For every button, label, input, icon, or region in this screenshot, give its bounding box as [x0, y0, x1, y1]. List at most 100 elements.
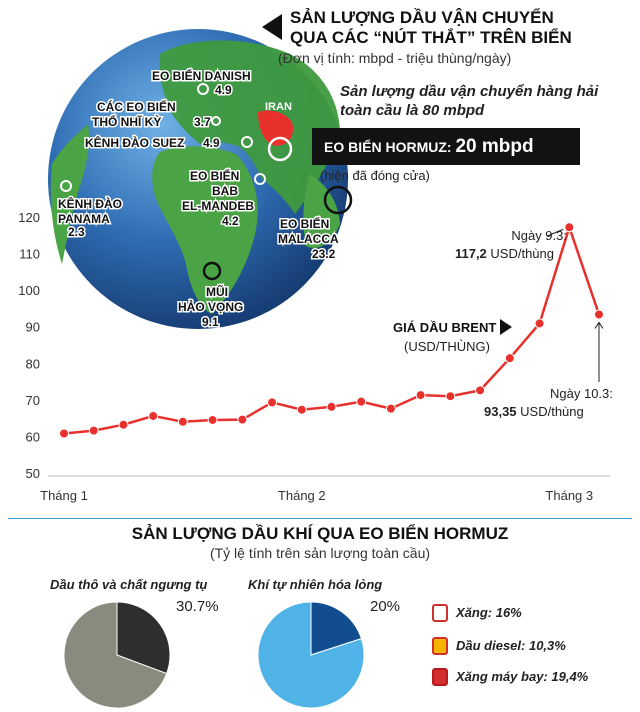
pie-slice-rest — [63, 601, 168, 709]
x-tick-label: Tháng 2 — [278, 488, 326, 503]
malacca-label-2: MALACCA — [278, 232, 339, 246]
data-point — [356, 396, 367, 407]
danish-label: EO BIỂN DANISH — [152, 68, 251, 83]
data-point — [296, 404, 307, 415]
y-tick-label: 100 — [18, 283, 40, 298]
suez-label: KÊNH ĐÀO SUEZ — [85, 135, 184, 150]
danish-strait-marker — [197, 83, 209, 95]
africa-shape — [152, 146, 258, 314]
malacca-value: 23.2 — [312, 247, 336, 261]
data-point — [88, 425, 99, 436]
danish-value: 4.9 — [215, 83, 232, 97]
good-hope-value: 9.1 — [202, 315, 219, 329]
y-tick-label: 60 — [26, 429, 40, 444]
pie-slice-highlight — [310, 601, 363, 656]
bab-el-mandeb-marker — [254, 173, 266, 185]
data-point — [594, 309, 604, 320]
data-point — [148, 410, 159, 421]
x-axis: Tháng 1 Tháng 2 Tháng 3 — [40, 488, 593, 503]
lng-pie-percent: 20% — [370, 598, 401, 615]
suez-value: 4.9 — [203, 136, 220, 150]
crude-pie-title: Dầu thô và chất ngưng tụ — [50, 577, 208, 592]
iran-label: IRAN — [265, 101, 292, 113]
brent-series-label: GIÁ DẦU BRENT — [393, 320, 497, 335]
brent-arrow-icon — [500, 319, 512, 335]
americas-shape — [50, 124, 90, 264]
turkish-value: 3.7 — [194, 115, 211, 129]
turkish-label-1: CÁC EO BIỂN — [97, 99, 176, 114]
diesel-can-icon — [432, 637, 448, 655]
global-total-note: Sản lượng dầu vận chuyển hàng hải toàn c… — [340, 83, 599, 119]
jet-fuel-share: Xăng máy bay: 19,4% — [456, 669, 589, 684]
x-tick-label: Tháng 1 — [40, 488, 88, 503]
malacca-label-1: EO BIỂN — [280, 216, 329, 231]
panama-value: 2.3 — [68, 225, 85, 239]
x-tick-label: Tháng 3 — [545, 488, 593, 503]
last-annotation-arrowhead — [594, 321, 604, 329]
panama-label-1: KÊNH ĐÀO — [58, 196, 122, 211]
hormuz-share-subtitle: (Tỷ lệ tính trên sản lượng toàn cầu) — [209, 545, 431, 561]
y-tick-label: 90 — [26, 320, 40, 335]
panama-label-2: PANAMA — [58, 212, 110, 226]
hormuz-value: 20 mbpd — [455, 136, 534, 157]
suez-canal-marker — [241, 136, 253, 148]
turkish-label-2: THỔ NHĨ KỲ — [92, 114, 161, 129]
lng-pie — [257, 601, 365, 709]
pie-slice-highlight — [116, 601, 171, 675]
data-point — [445, 391, 456, 402]
hormuz-label: EO BIỂN HORMUZ: — [324, 139, 456, 155]
hormuz-strait-marker — [267, 136, 293, 162]
peak-annotation-leader — [547, 228, 564, 237]
title-arrow-icon — [262, 14, 282, 40]
data-point — [564, 222, 575, 233]
data-point — [534, 318, 545, 329]
y-tick-label: 80 — [26, 356, 40, 371]
brent-unit-label: (USD/THÙNG) — [404, 339, 490, 354]
gas-can-icon — [432, 604, 448, 622]
data-point — [59, 428, 69, 439]
hormuz-callout: EO BIỂN HORMUZ: 20 mbpd — [312, 128, 580, 165]
good-hope-label-1: MŨI — [206, 284, 228, 299]
last-value-label: 93,35 USD/thùng — [484, 404, 584, 419]
turkish-straits-marker — [211, 116, 221, 126]
lng-pie-title: Khí tự nhiên hóa lỏng — [248, 577, 383, 592]
peak-date-label: Ngày 9.3: — [511, 228, 567, 243]
brent-price-points — [59, 222, 604, 439]
peak-value-label: 117,2 USD/thùng — [454, 246, 554, 261]
hormuz-share-title: SẢN LƯỢNG DẦU KHÍ QUA EO BIỂN HORMUZ — [131, 524, 509, 543]
y-tick-label: 120 — [18, 210, 40, 225]
cape-good-hope-marker — [202, 261, 222, 281]
data-point — [118, 419, 129, 430]
data-point — [237, 414, 248, 425]
bab-value: 4.2 — [222, 214, 239, 228]
page-title: SẢN LƯỢNG DẦU VẬN CHUYỂN QUA CÁC “NÚT TH… — [290, 8, 572, 47]
section-divider — [8, 518, 632, 519]
malacca-strait-marker — [323, 185, 353, 215]
data-point — [326, 401, 337, 412]
crude-pie-percent: 30.7% — [176, 598, 219, 615]
hormuz-status-note: (hiện đã đóng cửa) — [320, 168, 430, 183]
data-point — [385, 403, 396, 414]
bab-label-2: BAB — [212, 184, 238, 198]
bab-label-3: EL-MANDEB — [182, 199, 254, 213]
diesel-share: Dầu diesel: 10,3% — [456, 638, 566, 653]
gasoline-share: Xăng: 16% — [456, 605, 522, 620]
y-axis: 50 60 70 80 90 100 110 120 — [18, 210, 610, 481]
southeast-asia-shape — [303, 174, 340, 248]
data-point — [504, 353, 515, 364]
last-date-label: Ngày 10.3: — [550, 386, 613, 401]
bab-label-1: EO BIỂN — [190, 168, 239, 183]
good-hope-label-2: HẢO VỌNG — [178, 299, 243, 314]
crude-oil-pie — [63, 601, 171, 709]
data-point — [415, 390, 426, 401]
pie-slice-rest — [257, 601, 365, 709]
y-tick-label: 110 — [19, 247, 40, 262]
panama-canal-marker — [60, 180, 72, 192]
unit-note: (Đơn vị tính: mbpd - triệu thùng/ngày) — [278, 50, 512, 66]
data-point — [207, 414, 218, 425]
data-point — [177, 416, 188, 427]
iran-shape — [258, 110, 294, 146]
data-point — [267, 397, 278, 408]
world-globe: IRAN EO BIỂN DANISH 4.9 CÁC EO BIỂN THỔ … — [48, 29, 353, 331]
